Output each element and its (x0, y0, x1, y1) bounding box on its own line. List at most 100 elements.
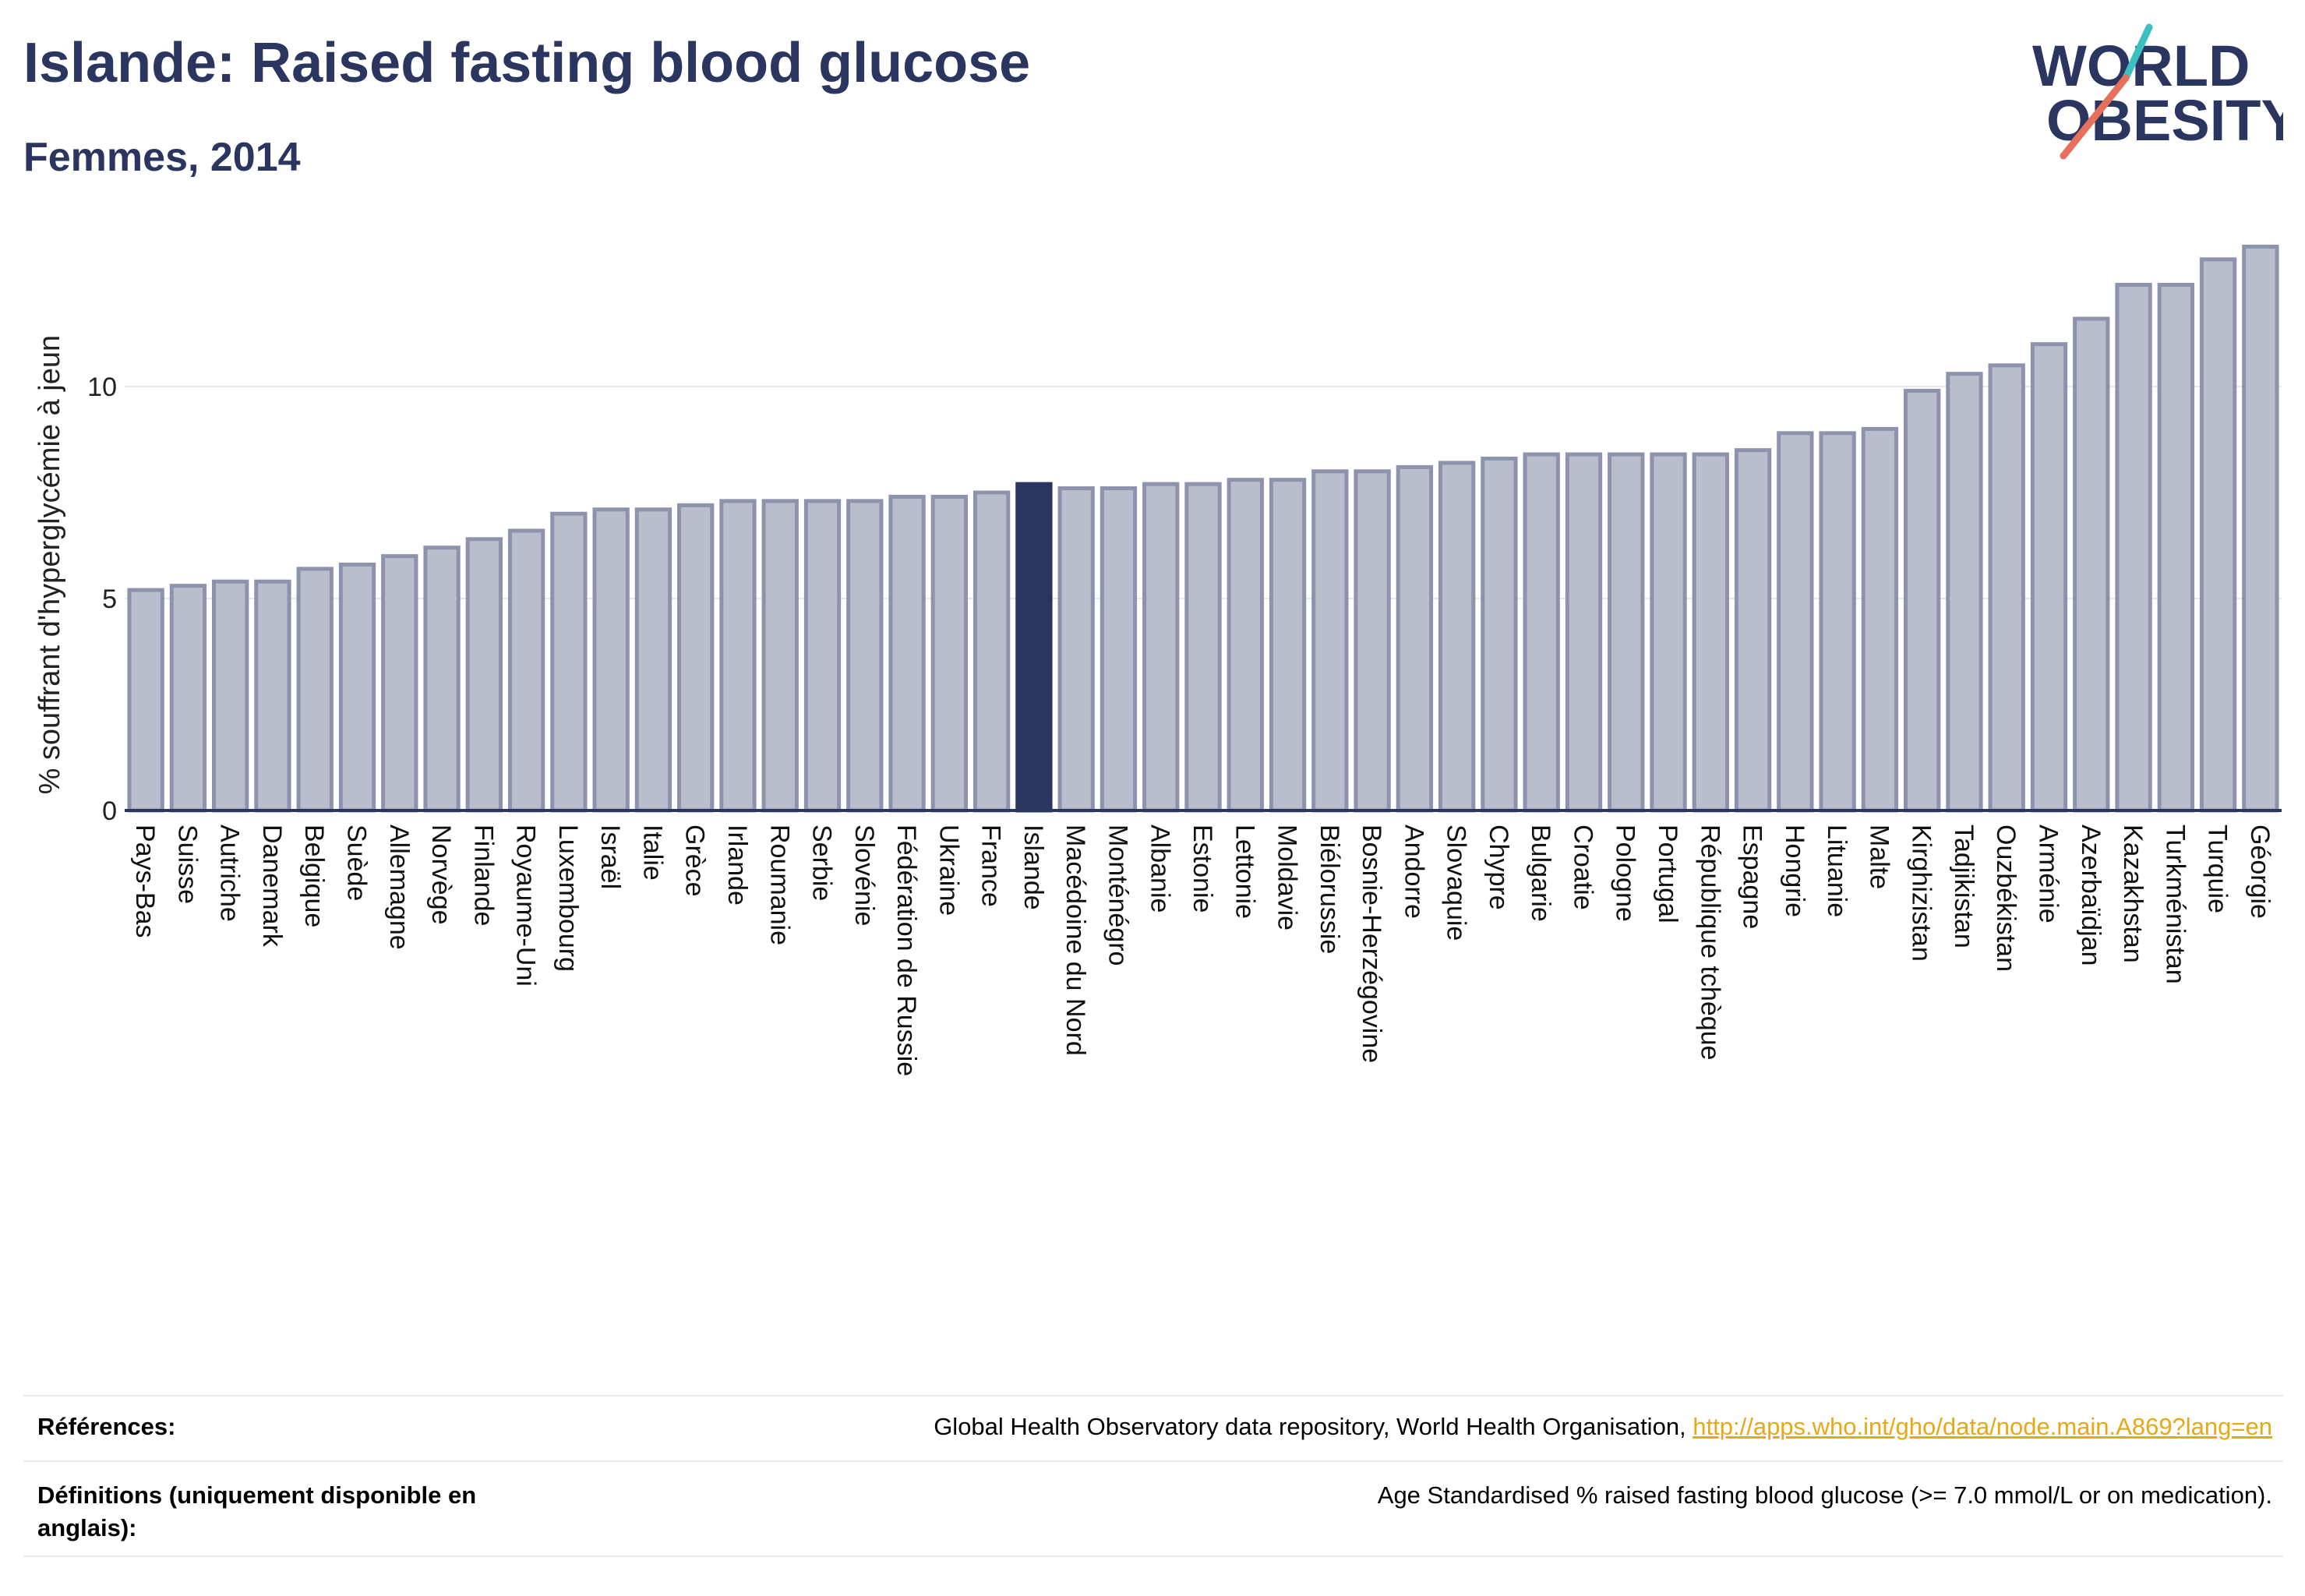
bar (296, 567, 334, 813)
bar (2115, 282, 2152, 813)
bar (2030, 342, 2068, 813)
references-table: Références: Global Health Observatory da… (23, 1395, 2283, 1558)
x-tick-label: Chypre (1484, 824, 1513, 910)
bar (846, 499, 884, 813)
x-tick-label: Monténégro (1103, 824, 1132, 966)
bar (169, 584, 207, 813)
bar (972, 490, 1011, 813)
references-value: Global Health Observatory data repositor… (934, 1411, 2272, 1443)
x-tick-label: Pologne (1611, 824, 1640, 922)
references-text: Global Health Observatory data repositor… (934, 1413, 1693, 1440)
x-tick-label: Roumanie (764, 824, 794, 945)
bar (592, 507, 630, 813)
x-tick-label: Kirghizistan (1907, 824, 1936, 962)
y-tick-label: 0 (102, 796, 117, 826)
world-obesity-logo: WORLD OBESITY (2032, 23, 2283, 160)
bar (719, 499, 757, 813)
bar (423, 546, 461, 813)
bar (1184, 482, 1222, 813)
bar (1311, 469, 1349, 813)
references-label: Références: (37, 1413, 176, 1440)
bar (1988, 363, 2025, 813)
bar (550, 511, 588, 813)
x-tick-label: Malte (1864, 824, 1894, 889)
x-tick-label: Bulgarie (1526, 824, 1555, 922)
x-tick-label: Suisse (172, 824, 202, 904)
bar (381, 554, 418, 813)
x-tick-label: Belgique (299, 824, 329, 927)
x-tick-label: Finlande (468, 824, 498, 926)
x-tick-label: Luxembourg (553, 824, 583, 972)
x-tick-label: Turkménistan (2160, 824, 2190, 984)
x-tick-label: Grèce (680, 824, 710, 897)
bar (1142, 482, 1180, 813)
table-bottom-rule (23, 1555, 2283, 1558)
bar (1819, 431, 1856, 813)
bar (1946, 372, 1983, 813)
x-tick-label: Albanie (1145, 824, 1175, 913)
x-tick-label: France (976, 824, 1006, 907)
bar (1565, 452, 1603, 813)
x-tick-label: Hongrie (1780, 824, 1809, 917)
bar (1608, 452, 1645, 813)
x-tick-label: Danemark (257, 824, 287, 948)
x-tick-label: Ukraine (934, 824, 963, 916)
bar (1227, 478, 1264, 813)
bar (1015, 482, 1053, 813)
x-tick-label: Autriche (215, 824, 245, 922)
x-tick-label: Israël (595, 824, 625, 889)
definitions-label: Définitions (uniquement disponible en an… (37, 1481, 477, 1541)
x-tick-label: Ouzbékistan (1991, 824, 2021, 972)
x-tick-label: République tchèque (1695, 824, 1724, 1060)
x-tick-label: Estonie (1188, 824, 1217, 913)
bar (2073, 316, 2110, 813)
x-tick-label: Espagne (1738, 824, 1767, 929)
bar (254, 579, 291, 813)
x-tick-label: Turquie (2203, 824, 2233, 913)
x-tick-label: Bosnie-Herzégovine (1357, 824, 1386, 1063)
bar (212, 579, 249, 813)
x-tick-label: Macédoine du Nord (1061, 824, 1090, 1056)
bar (1481, 456, 1518, 813)
bar (1269, 478, 1307, 813)
bar (930, 494, 969, 813)
bar (1692, 452, 1729, 813)
x-tick-label: Pays-Bas (130, 824, 160, 938)
logo-slash-teal (2122, 23, 2153, 82)
x-tick-label: Kazakhstan (2118, 824, 2148, 963)
references-link[interactable]: http://apps.who.int/gho/data/node.main.A… (1693, 1413, 2272, 1440)
bar (1861, 426, 1899, 813)
bar (2199, 257, 2237, 813)
x-tick-label: Slovaquie (1442, 824, 1471, 941)
bar (507, 528, 545, 813)
x-tick-label: Moldavie (1273, 824, 1302, 930)
x-tick-label: Irlande (722, 824, 752, 906)
bar (1777, 431, 1814, 813)
bar (1523, 452, 1560, 813)
y-tick-label: 10 (87, 373, 117, 402)
y-axis-title: % souffrant d'hyperglycémie à jeun (34, 335, 66, 795)
bar (1100, 486, 1138, 813)
x-tick-label: Géorgie (2245, 824, 2275, 919)
bar (2242, 244, 2279, 813)
bar (1438, 461, 1476, 813)
logo-slash-red (2060, 74, 2130, 160)
x-tick-label: Norvège (426, 824, 456, 925)
bar (1650, 452, 1687, 813)
x-tick-label: Fédération de Russie (891, 824, 921, 1076)
x-tick-label: Italie (637, 824, 667, 881)
x-tick-label: Serbie (807, 824, 837, 901)
references-row: Références: Global Health Observatory da… (23, 1395, 2283, 1460)
bar (803, 499, 842, 813)
x-tick-label: Biélorussie (1315, 824, 1344, 954)
definitions-row: Définitions (uniquement disponible en an… (23, 1460, 2283, 1555)
x-tick-label: Tadjikistan (1949, 824, 1978, 948)
x-tick-label: Lituanie (1822, 824, 1851, 917)
bar (634, 507, 672, 813)
x-tick-label: Lettonie (1230, 824, 1259, 919)
bar-chart: 0 5 10 % souffrant d'hyperglycémie à jeun Pa… (34, 244, 2282, 1076)
bar (677, 503, 715, 813)
bar (888, 494, 926, 813)
bar (1354, 469, 1391, 813)
x-tick-label: Andorre (1399, 824, 1428, 919)
